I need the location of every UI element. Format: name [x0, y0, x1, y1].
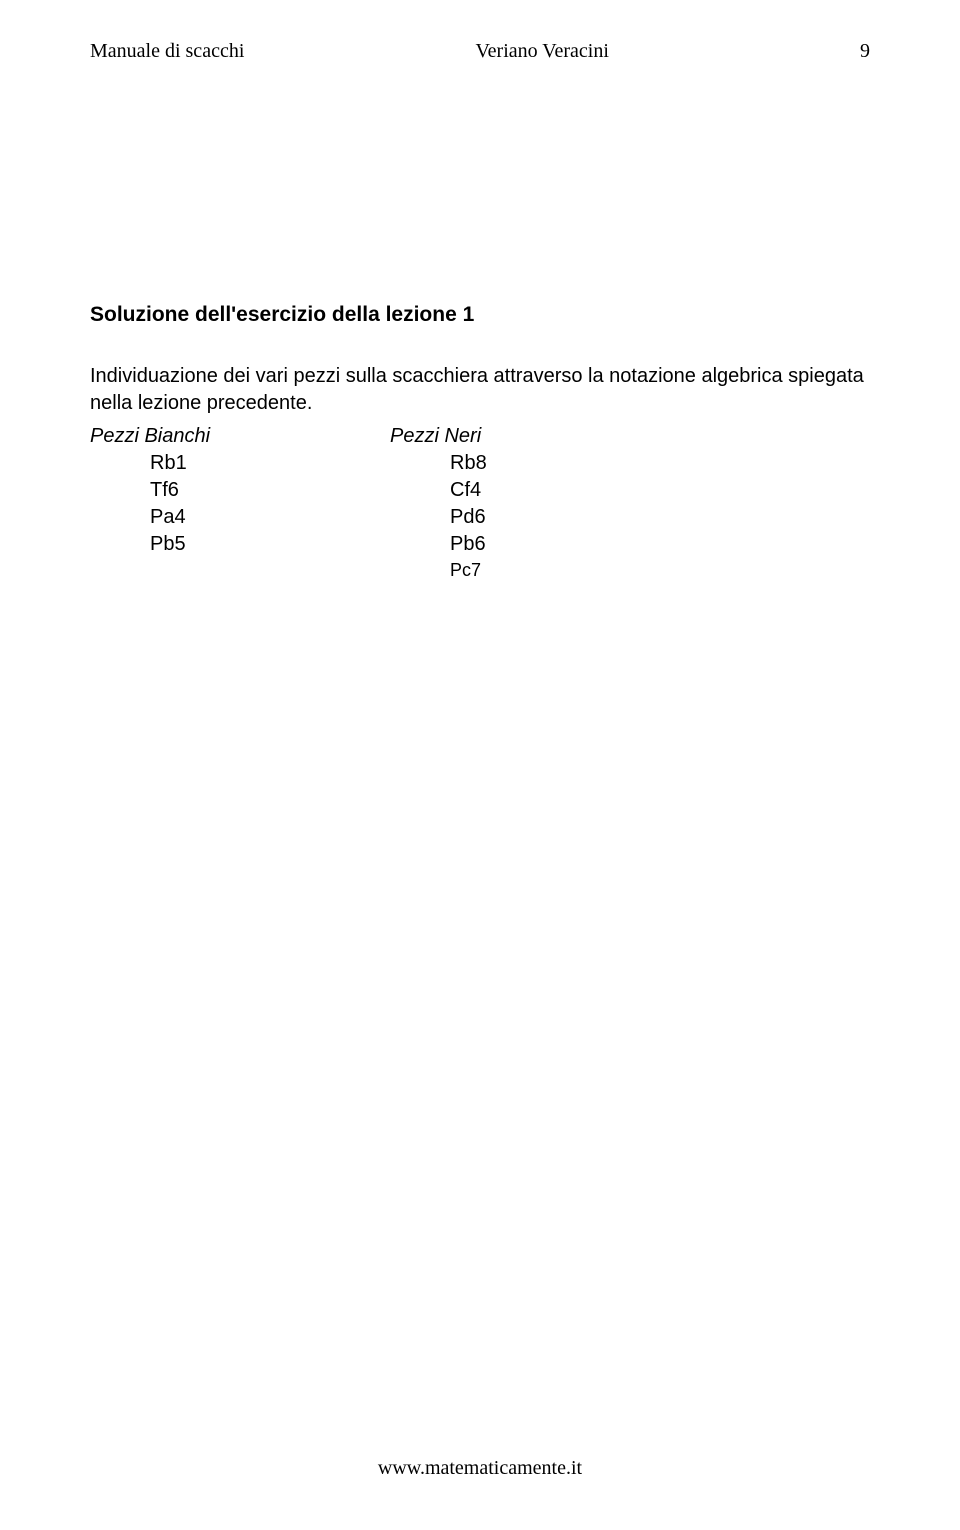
table-row: Pa4 Pd6 — [90, 504, 870, 531]
section-title: Soluzione dell'esercizio della lezione 1 — [90, 303, 870, 327]
section-description: Individuazione dei vari pezzi sulla scac… — [90, 363, 870, 417]
black-piece: Rb8 — [390, 450, 690, 477]
white-piece: Tf6 — [90, 477, 390, 504]
white-piece: Pa4 — [90, 504, 390, 531]
black-piece: Pc7 — [390, 558, 690, 582]
page-header: Manuale di scacchi Veriano Veracini 9 — [90, 40, 870, 63]
pieces-header-black: Pezzi Neri — [390, 423, 690, 450]
white-piece: Pb5 — [90, 531, 390, 558]
document-page: Manuale di scacchi Veriano Veracini 9 So… — [0, 0, 960, 1530]
pieces-header-row: Pezzi Bianchi Pezzi Neri — [90, 423, 870, 450]
header-author: Veriano Veracini — [244, 40, 840, 63]
table-row: Pc7 — [90, 558, 870, 582]
pieces-header-white: Pezzi Bianchi — [90, 423, 390, 450]
page-number: 9 — [840, 40, 870, 63]
black-piece: Pd6 — [390, 504, 690, 531]
black-piece: Pb6 — [390, 531, 690, 558]
black-piece: Cf4 — [390, 477, 690, 504]
pieces-table: Pezzi Bianchi Pezzi Neri Rb1 Rb8 Tf6 Cf4… — [90, 423, 870, 582]
white-piece: Rb1 — [90, 450, 390, 477]
page-footer: www.matematicamente.it — [0, 1457, 960, 1480]
table-row: Pb5 Pb6 — [90, 531, 870, 558]
table-row: Tf6 Cf4 — [90, 477, 870, 504]
table-row: Rb1 Rb8 — [90, 450, 870, 477]
footer-url: www.matematicamente.it — [378, 1457, 582, 1479]
white-piece — [90, 558, 390, 582]
content-area: Soluzione dell'esercizio della lezione 1… — [90, 303, 870, 582]
header-title-left: Manuale di scacchi — [90, 40, 244, 63]
